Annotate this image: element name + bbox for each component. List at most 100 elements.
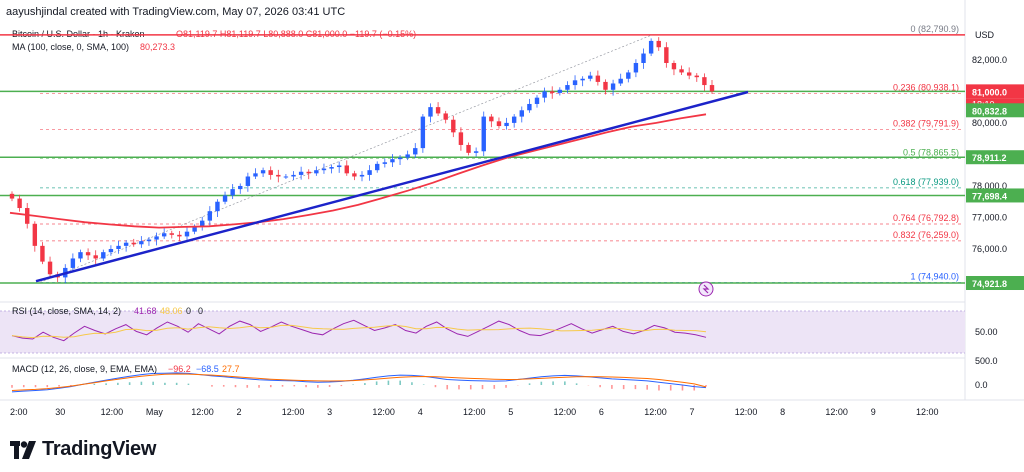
macd-axis-tick: 500.0: [975, 356, 998, 366]
legend-ohlc: O81,119.7 H81,119.7 L80,888.0 C81,000.0 …: [176, 29, 416, 39]
fib-level-label: 0.5 (78,865.5): [903, 148, 959, 158]
candle-body: [686, 72, 692, 76]
candle-body: [40, 245, 45, 262]
price-badge: [966, 150, 1024, 165]
candle-body: [504, 122, 509, 127]
macd-axis-tick: 0.0: [975, 380, 988, 390]
candle-body: [25, 208, 30, 224]
price-axis-tick: 76,000.0: [972, 244, 1007, 254]
time-axis-label: 9: [871, 407, 876, 417]
candle-body: [260, 170, 266, 174]
candle-body: [131, 242, 136, 245]
candle-body: [192, 226, 197, 232]
candle-body: [580, 78, 585, 81]
time-axis-label: 8: [780, 407, 785, 417]
rsi-value-4: 0: [198, 306, 203, 316]
candle-body: [481, 116, 486, 152]
time-axis-label: 12:00: [191, 407, 214, 417]
price-axis-tick: 77,000.0: [972, 212, 1007, 222]
candle-body: [656, 40, 661, 48]
fib-level-label: 0.236 (80,938.1): [893, 82, 959, 92]
candle-body: [473, 151, 479, 153]
candle-body: [306, 171, 311, 174]
bullish-trendline: [35, 90, 749, 283]
candle-body: [230, 189, 235, 196]
candle-body: [572, 80, 578, 86]
fib-level-label: 0.618 (77,939.0): [893, 177, 959, 187]
candle-body: [694, 75, 699, 78]
candle-body: [336, 165, 342, 168]
price-axis-tick: 82,000.0: [972, 55, 1007, 65]
candle-body: [169, 233, 174, 235]
candle-body: [588, 75, 593, 79]
macd-hist-value: 27.7: [222, 364, 240, 374]
time-axis-label: May: [146, 407, 164, 417]
candle-body: [420, 116, 426, 149]
time-axis-label: 12:00: [101, 407, 124, 417]
candle-body: [413, 148, 418, 155]
time-axis-label: 4: [418, 407, 423, 417]
candle-body: [496, 121, 502, 127]
candle-body: [633, 62, 639, 73]
price-badge-text: 81,000.0: [972, 87, 1007, 97]
time-axis-label: 12:00: [554, 407, 577, 417]
macd-value: −96.2: [168, 364, 191, 374]
candle-body: [276, 174, 281, 177]
candle-body: [314, 170, 319, 174]
candle-body: [671, 62, 677, 70]
candle-body: [70, 258, 76, 268]
price-axis-currency: USD: [975, 30, 995, 40]
time-axis-label: 6: [599, 407, 604, 417]
candle-body: [200, 220, 205, 227]
candle-body: [443, 113, 448, 120]
fib-level-label: 0 (82,790.9): [910, 24, 959, 34]
rsi-axis-tick: 50.00: [975, 327, 998, 337]
candle-body: [489, 116, 494, 122]
candle-body: [32, 223, 38, 246]
candle-body: [679, 69, 684, 73]
macd-signal-value: −68.5: [196, 364, 219, 374]
candle-body: [367, 170, 372, 175]
candle-body: [542, 91, 547, 98]
price-badge: [966, 103, 1024, 118]
candle-body: [291, 174, 296, 177]
candle-body: [161, 233, 167, 237]
time-axis-label: 12:00: [825, 407, 848, 417]
tradingview-brand-text: TradingView: [42, 438, 157, 460]
price-chart[interactable]: Bitcoin / U.S. Dollar · 1h · Kraken O81,1…: [0, 0, 1024, 430]
candle-body: [207, 211, 213, 221]
legend-ma-label: MA (100, close, 0, SMA, 100): [12, 42, 129, 52]
tradingview-logo-icon: [10, 440, 36, 459]
fib-level-label: 0.382 (79,791.9): [893, 118, 959, 128]
candle-body: [17, 198, 22, 209]
candle-body: [116, 245, 121, 250]
price-badge-text: 78,911.2: [972, 153, 1007, 163]
candle-body: [375, 163, 380, 171]
rsi-band: [0, 311, 965, 353]
candle-body: [702, 77, 707, 86]
time-axis-label: 12:00: [282, 407, 305, 417]
fib-level-label: 0.832 (76,259.0): [893, 230, 959, 240]
moving-average-line: [9, 113, 707, 229]
candle-body: [405, 154, 410, 158]
candle-body: [184, 231, 190, 237]
time-axis-label: 12:00: [644, 407, 667, 417]
candle-body: [238, 185, 243, 190]
candle-body: [222, 195, 228, 202]
time-axis-label: 12:00: [735, 407, 758, 417]
candle-body: [154, 236, 159, 240]
rsi-sma-line: [11, 324, 707, 339]
candle-body: [511, 116, 517, 123]
fib-level-label: 0.764 (76,792.8): [893, 213, 959, 223]
candle-body: [146, 239, 152, 242]
candle-body: [108, 249, 114, 253]
time-axis-label: 2: [237, 407, 242, 417]
price-badge-text: 80,832.8: [972, 106, 1007, 116]
tradingview-logo[interactable]: TradingView: [10, 438, 156, 461]
candle-body: [9, 193, 15, 199]
candle-body: [139, 241, 144, 245]
price-badge-text: 77,698.4: [972, 191, 1007, 201]
candle-body: [610, 83, 616, 90]
candle-body: [268, 170, 273, 175]
macd-signal-line: [11, 373, 707, 391]
